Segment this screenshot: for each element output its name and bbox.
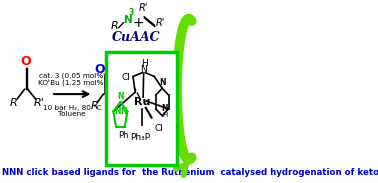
Text: Ph₃P: Ph₃P xyxy=(130,133,150,142)
Text: N: N xyxy=(124,15,133,25)
Text: H: H xyxy=(163,112,168,118)
Text: Cl: Cl xyxy=(155,124,164,133)
Text: R': R' xyxy=(155,18,165,28)
Text: N: N xyxy=(114,107,120,116)
Text: O: O xyxy=(21,55,31,68)
Text: N: N xyxy=(161,104,168,113)
Text: NNN click based ligands for  the Ruthenium  catalysed hydrogenation of ketones a: NNN click based ligands for the Rutheniu… xyxy=(2,168,378,177)
Text: N: N xyxy=(117,92,124,101)
Text: R': R' xyxy=(33,98,44,108)
Text: H: H xyxy=(141,59,147,68)
Text: R': R' xyxy=(139,3,148,13)
Text: Cl: Cl xyxy=(121,73,130,82)
Text: R: R xyxy=(10,98,18,108)
Text: +: + xyxy=(133,16,144,30)
Text: 3: 3 xyxy=(128,8,133,17)
Text: 10 bar H₂, 80 °C: 10 bar H₂, 80 °C xyxy=(43,104,102,111)
Bar xyxy=(105,52,177,165)
Text: OH: OH xyxy=(94,64,116,76)
Text: cat. 3 (0.05 mol%): cat. 3 (0.05 mol%) xyxy=(39,73,105,79)
Text: Ru: Ru xyxy=(135,97,151,107)
Text: N: N xyxy=(120,107,127,116)
Text: Toluene: Toluene xyxy=(58,111,86,117)
Text: R: R xyxy=(91,101,98,111)
Text: R': R' xyxy=(111,101,121,111)
Text: CuAAC: CuAAC xyxy=(112,31,160,44)
Text: KOᵗBu (1.25 mol%): KOᵗBu (1.25 mol%) xyxy=(38,79,106,86)
Text: Ph: Ph xyxy=(118,131,129,140)
Text: N: N xyxy=(140,65,147,74)
Text: R: R xyxy=(110,20,118,31)
Text: N: N xyxy=(159,78,166,87)
